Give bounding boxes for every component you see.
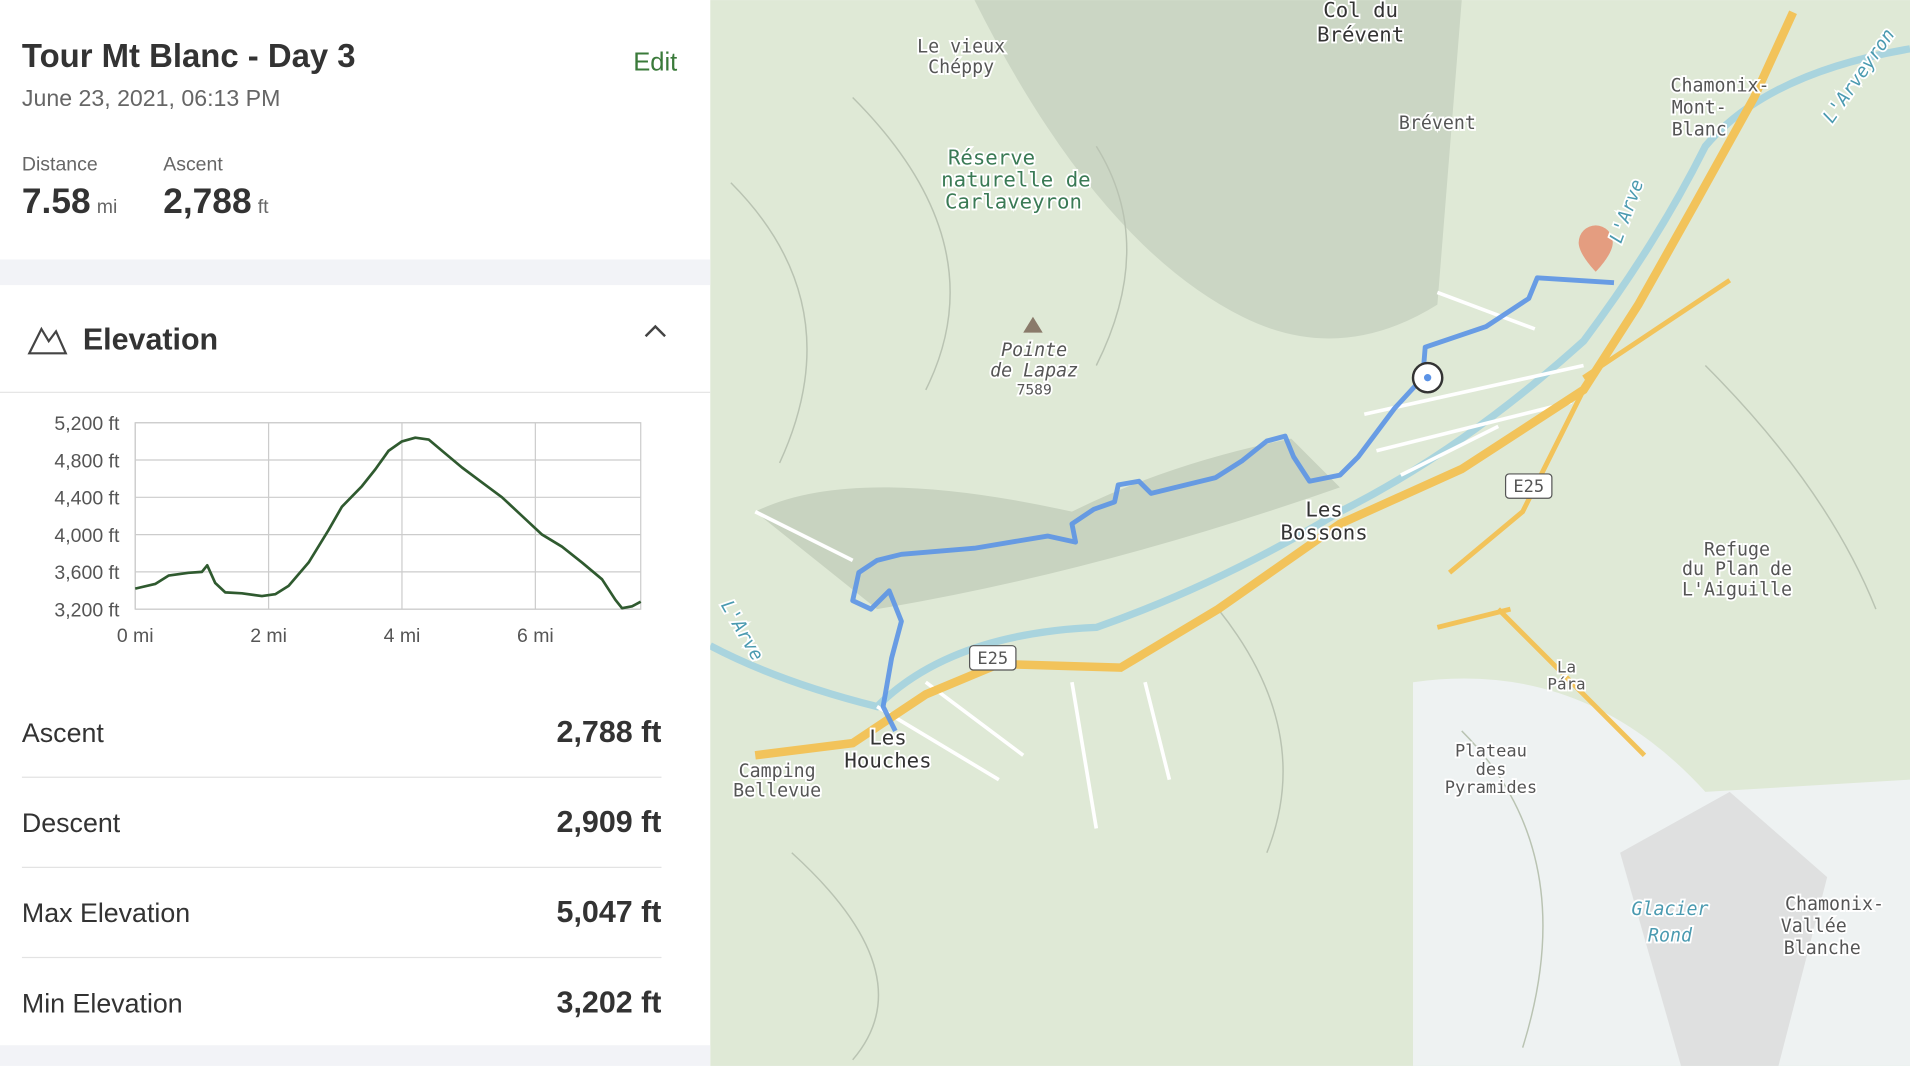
summary-label: Ascent: [163, 154, 223, 176]
map-label: Pyramides: [1445, 778, 1537, 798]
map-label: du Plan de: [1682, 559, 1792, 580]
stat-value: 3,202 ft: [557, 985, 662, 1019]
elevation-line: [134, 436, 642, 610]
elevation-chart: 3,200 ft 3,600 ft 4,000 ft 4,400 ft 4,800 ft…: [54, 413, 642, 647]
y-tick-label: 4,400 ft: [54, 488, 120, 510]
date: June 23, 2021, 06:13 PM: [22, 85, 280, 111]
map-label: Camping: [739, 761, 816, 782]
summary-value: 2,788 ft: [163, 182, 269, 221]
map-label: Refuge: [1704, 540, 1770, 561]
map-label: Blanche: [1784, 938, 1861, 959]
map-label: des: [1476, 760, 1507, 780]
stat-label: Min Elevation: [22, 988, 183, 1018]
map-label: Col du: [1323, 0, 1398, 22]
stat-label: Ascent: [22, 718, 104, 748]
map-label: Glacier: [1632, 899, 1709, 920]
map-label: E25: [1513, 477, 1544, 497]
stats-table: Ascent 2,788 ft Descent 2,909 ft Max Elevati…: [22, 715, 662, 1019]
map-label: L'Aiguille: [1682, 580, 1792, 601]
map-label: E25: [977, 649, 1008, 669]
map-label: Vallée: [1781, 916, 1847, 937]
map-label: Le vieux: [917, 36, 1005, 57]
map-label: Brévent: [1399, 113, 1476, 134]
map-label: Pointe: [1001, 340, 1067, 361]
x-tick-label: 6 mi: [517, 625, 554, 647]
value: 2,788: [163, 182, 251, 221]
map-label: Brévent: [1317, 22, 1404, 46]
collapse-button[interactable]: [644, 324, 666, 338]
map-label: Les: [1305, 498, 1342, 522]
x-tick-label: 0 mi: [117, 625, 154, 647]
map-label: Blanc: [1672, 119, 1727, 140]
map-label: Les: [869, 725, 906, 749]
unit: ft: [258, 196, 269, 218]
map-label: Chéppy: [928, 57, 994, 78]
map-label: La: [1557, 657, 1576, 676]
stat-label: Descent: [22, 808, 121, 838]
map-label: Bellevue: [733, 781, 821, 802]
side-panel: Tour Mt Blanc - Day 3 June 23, 2021, 06:…: [0, 0, 711, 1066]
map-label: Pára: [1547, 675, 1585, 694]
map: [708, 0, 1910, 1066]
summary-label: Distance: [22, 154, 98, 176]
map-label: Rond: [1648, 926, 1693, 947]
y-tick-label: 4,000 ft: [54, 525, 120, 547]
map-label: Carlaveyron: [945, 189, 1082, 213]
unit: mi: [97, 196, 118, 218]
map-label: Mont-: [1672, 97, 1727, 118]
map-label: Chamonix-: [1785, 894, 1884, 915]
value: 7.58: [22, 182, 91, 221]
x-tick-label: 4 mi: [384, 625, 421, 647]
title: Tour Mt Blanc - Day 3: [22, 37, 356, 74]
elevation-icon: [27, 326, 68, 355]
summary-value: 7.58 mi: [22, 182, 117, 221]
map-label: Bossons: [1280, 521, 1367, 545]
y-tick-label: 3,200 ft: [54, 599, 120, 621]
stat-label: Max Elevation: [22, 898, 190, 928]
stat-value: 2,909 ft: [557, 805, 662, 839]
stat-value: 2,788 ft: [557, 715, 662, 749]
map-label: Chamonix-: [1670, 75, 1769, 96]
edit-button[interactable]: Edit: [633, 49, 677, 77]
section-heading: Elevation: [83, 323, 218, 357]
map-label: Plateau: [1455, 742, 1527, 762]
map-label: de Lapaz: [990, 360, 1078, 381]
y-tick-label: 3,600 ft: [54, 562, 120, 584]
map-label: naturelle de: [941, 167, 1090, 191]
x-tick-label: 2 mi: [250, 625, 287, 647]
y-tick-label: 5,200 ft: [54, 413, 120, 435]
y-tick-label: 4,800 ft: [54, 450, 120, 472]
stat-value: 5,047 ft: [557, 895, 662, 929]
map-label: Houches: [844, 748, 931, 772]
map-label: Réserve: [948, 146, 1035, 170]
map-label: 7589: [1017, 382, 1052, 399]
